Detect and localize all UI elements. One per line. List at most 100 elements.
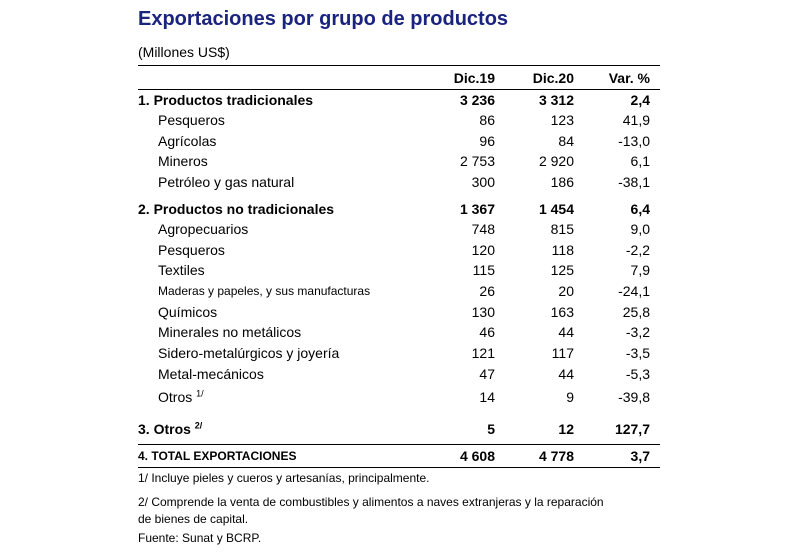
- row-label: Agrícolas: [158, 133, 217, 149]
- table-row: Otros 1/ 14 9 -39,8: [138, 387, 660, 407]
- cell-var: -39,8: [618, 389, 650, 405]
- cell-var: 127,7: [614, 421, 650, 437]
- cell-dic20: 118: [551, 242, 574, 258]
- cell-dic20: 20: [558, 283, 574, 299]
- cell-dic20: 3 312: [538, 92, 574, 108]
- cell-var: -13,0: [618, 133, 650, 149]
- cell-dic20: 815: [550, 221, 574, 237]
- table-row: 2. Productos no tradicionales 1 367 1 45…: [138, 199, 660, 219]
- table-row: 3. Otros 2/ 5 12 127,7: [138, 419, 660, 439]
- cell-dic20: 84: [558, 133, 574, 149]
- cell-var: 6,4: [630, 201, 650, 217]
- header-dic19: Dic.19: [453, 70, 495, 86]
- cell-dic19: 1 367: [459, 201, 495, 217]
- row-label: 3. Otros 2/: [138, 419, 202, 439]
- cell-var: -5,3: [625, 366, 650, 382]
- cell-dic20: 125: [550, 262, 574, 278]
- cell-dic19: 2 753: [459, 153, 495, 169]
- table-row: Metal-mecánicos 47 44 -5,3: [138, 364, 660, 384]
- cell-var: -3,2: [625, 324, 650, 340]
- cell-var: 41,9: [622, 112, 650, 128]
- row-label: Químicos: [158, 304, 218, 320]
- header-var: Var. %: [608, 70, 650, 86]
- cell-dic20: 117: [551, 345, 574, 361]
- row-label: Pesqueros: [158, 112, 225, 128]
- cell-var: 6,1: [630, 153, 650, 169]
- cell-dic20: 4 778: [538, 448, 574, 464]
- table-top-rule: [138, 65, 660, 66]
- row-label: Pesqueros: [158, 242, 225, 258]
- cell-dic20: 44: [558, 366, 574, 382]
- cell-dic20: 163: [550, 304, 574, 320]
- cell-dic19: 26: [479, 283, 495, 299]
- cell-var: 3,7: [630, 448, 650, 464]
- row-label: Agropecuarios: [158, 221, 249, 237]
- row-label: Minerales no metálicos: [158, 324, 302, 340]
- cell-dic19: 46: [479, 324, 495, 340]
- units-subtitle: (Millones US$): [138, 44, 230, 60]
- cell-dic20: 1 454: [538, 201, 574, 217]
- cell-dic19: 120: [471, 242, 495, 258]
- row-label: Petróleo y gas natural: [158, 174, 295, 190]
- cell-dic19: 115: [472, 262, 495, 278]
- table-row: 1. Productos tradicionales 3 236 3 312 2…: [138, 90, 660, 110]
- cell-dic20: 123: [550, 112, 574, 128]
- total-top-rule: [138, 444, 660, 445]
- cell-var: -3,5: [625, 345, 650, 361]
- table-row: Textiles 115 125 7,9: [138, 260, 660, 280]
- cell-dic20: 2 920: [538, 153, 574, 169]
- footnote-marker: 2/: [194, 420, 203, 431]
- cell-dic19: 14: [479, 389, 495, 405]
- table-row: Pesqueros 120 118 -2,2: [138, 240, 660, 260]
- table-row: Agropecuarios 748 815 9,0: [138, 219, 660, 239]
- cell-dic19: 3 236: [459, 92, 495, 108]
- cell-dic19: 121: [471, 345, 495, 361]
- cell-dic20: 44: [558, 324, 574, 340]
- table-row: Minerales no metálicos 46 44 -3,2: [138, 322, 660, 342]
- header-dic20: Dic.20: [532, 70, 574, 86]
- table-header-row: Dic.19 Dic.20 Var. %: [138, 68, 660, 88]
- cell-var: -38,1: [618, 174, 650, 190]
- cell-dic19: 300: [471, 174, 495, 190]
- cell-dic20: 186: [550, 174, 574, 190]
- cell-var: 9,0: [630, 221, 650, 237]
- cell-dic19: 748: [471, 221, 495, 237]
- row-label: Otros 1/: [158, 387, 204, 407]
- cell-var: 7,9: [630, 262, 650, 278]
- cell-dic19: 47: [479, 366, 495, 382]
- row-label: 2. Productos no tradicionales: [138, 201, 335, 217]
- row-label: Textiles: [158, 262, 205, 278]
- cell-dic20: 9: [566, 389, 574, 405]
- cell-var: -2,2: [625, 242, 650, 258]
- cell-dic20: 12: [558, 421, 574, 437]
- footnote-2: 2/ Comprende la venta de combustibles y …: [138, 495, 604, 526]
- row-label-text: 3. Otros: [138, 421, 191, 437]
- cell-dic19: 130: [471, 304, 495, 320]
- row-label: 1. Productos tradicionales: [138, 92, 314, 108]
- cell-var: -24,1: [618, 283, 650, 299]
- cell-dic19: 86: [479, 112, 495, 128]
- table-row: Mineros 2 753 2 920 6,1: [138, 151, 660, 171]
- table-row: Químicos 130 163 25,8: [138, 302, 660, 322]
- row-label-text: Otros: [158, 389, 193, 405]
- table-row: Agrícolas 96 84 -13,0: [138, 131, 660, 151]
- table-row: Maderas y papeles, y sus manufacturas 26…: [138, 281, 660, 301]
- table-row: Petróleo y gas natural 300 186 -38,1: [138, 172, 660, 192]
- table-row: Sidero-metalúrgicos y joyería 121 117 -3…: [138, 343, 660, 363]
- footnote-marker: 1/: [196, 388, 204, 399]
- cell-var: 25,8: [622, 304, 650, 320]
- row-label: 4. TOTAL EXPORTACIONES: [138, 449, 297, 463]
- header-bottom-rule: [138, 89, 660, 90]
- row-label: Metal-mecánicos: [158, 366, 264, 382]
- table-row-total: 4. TOTAL EXPORTACIONES 4 608 4 778 3,7: [138, 446, 660, 466]
- cell-dic19: 4 608: [459, 448, 495, 464]
- footnote-1: 1/ Incluye pieles y cueros y artesanías,…: [138, 471, 430, 485]
- row-label: Sidero-metalúrgicos y joyería: [158, 345, 340, 361]
- row-label: Maderas y papeles, y sus manufacturas: [158, 284, 371, 298]
- cell-dic19: 5: [487, 421, 495, 437]
- table-bottom-rule: [138, 467, 660, 468]
- source-note: Fuente: Sunat y BCRP.: [138, 531, 262, 545]
- page-title: Exportaciones por grupo de productos: [138, 8, 509, 30]
- cell-dic19: 96: [479, 133, 495, 149]
- cell-var: 2,4: [630, 92, 650, 108]
